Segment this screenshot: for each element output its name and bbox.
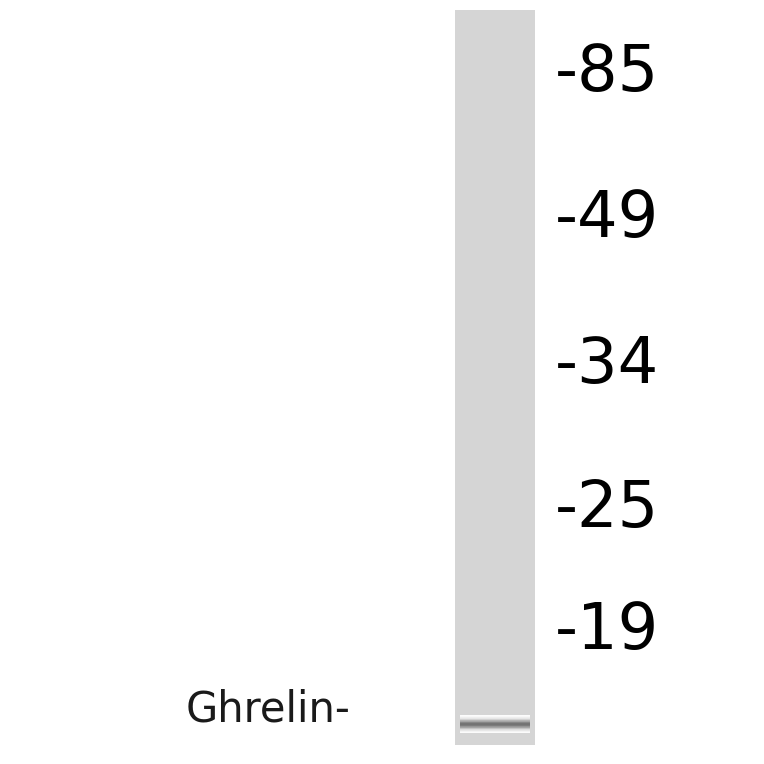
Text: -85: -85 (555, 42, 659, 104)
Text: -25: -25 (555, 478, 659, 540)
Bar (455, 10, 535, 745)
Text: -19: -19 (555, 600, 659, 662)
Text: -49: -49 (555, 188, 659, 250)
Text: Ghrelin-: Ghrelin- (185, 689, 350, 731)
Text: -34: -34 (555, 334, 659, 396)
